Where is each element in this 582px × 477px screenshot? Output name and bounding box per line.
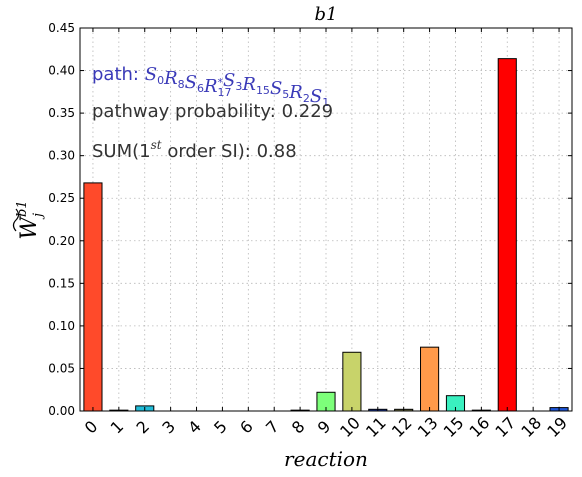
x-tick-label: 2 [133, 417, 154, 438]
y-tick-label: 0.30 [48, 149, 75, 163]
x-tick-label: 7 [262, 417, 283, 438]
x-tick-label: 18 [517, 413, 545, 441]
x-tick-label: 3 [158, 417, 179, 438]
x-axis-label: reaction [284, 447, 368, 471]
x-tick-label: 15 [440, 413, 468, 441]
sum-si-annotation: SUM(1st order SI): 0.88 [92, 138, 297, 162]
x-tick-label: 11 [362, 413, 390, 441]
x-tick-label: 19 [543, 413, 571, 441]
bar-reaction-17 [498, 59, 516, 411]
y-tick-label: 0.00 [48, 404, 75, 418]
y-tick-label: 0.25 [48, 191, 75, 205]
x-tick-label: 8 [288, 417, 309, 438]
y-tick-label: 0.45 [48, 21, 75, 35]
bar-reaction-0 [84, 183, 102, 411]
x-tick-label: 13 [414, 413, 442, 441]
y-tick-label: 0.10 [48, 319, 75, 333]
x-tick-label: 1 [107, 417, 128, 438]
x-tick-label: 16 [466, 413, 494, 441]
y-tick-label: 0.35 [48, 106, 75, 120]
x-tick-label: 6 [236, 417, 257, 438]
x-tick-label: 0 [81, 417, 102, 438]
y-tick-label: 0.40 [48, 64, 75, 78]
y-axis-label: Wjb1 [14, 200, 47, 239]
x-tick-label: 9 [314, 417, 335, 438]
x-tick-label: 10 [336, 413, 364, 441]
y-axis-label-text: Wjb1 [15, 200, 46, 239]
x-tick-label: 5 [210, 417, 231, 438]
y-tick-label: 0.05 [48, 361, 75, 375]
y-tick-label: 0.20 [48, 234, 75, 248]
pathway-probability-annotation: pathway probability: 0.229 [92, 101, 333, 122]
chart-title: b1 [315, 4, 338, 25]
y-tick-label: 0.15 [48, 276, 75, 290]
x-tick-label: 12 [388, 413, 416, 441]
bar-reaction-10 [343, 352, 361, 411]
bar-reaction-13 [421, 347, 439, 411]
x-tick-label: 17 [491, 413, 519, 441]
x-tick-label: 4 [184, 417, 205, 438]
